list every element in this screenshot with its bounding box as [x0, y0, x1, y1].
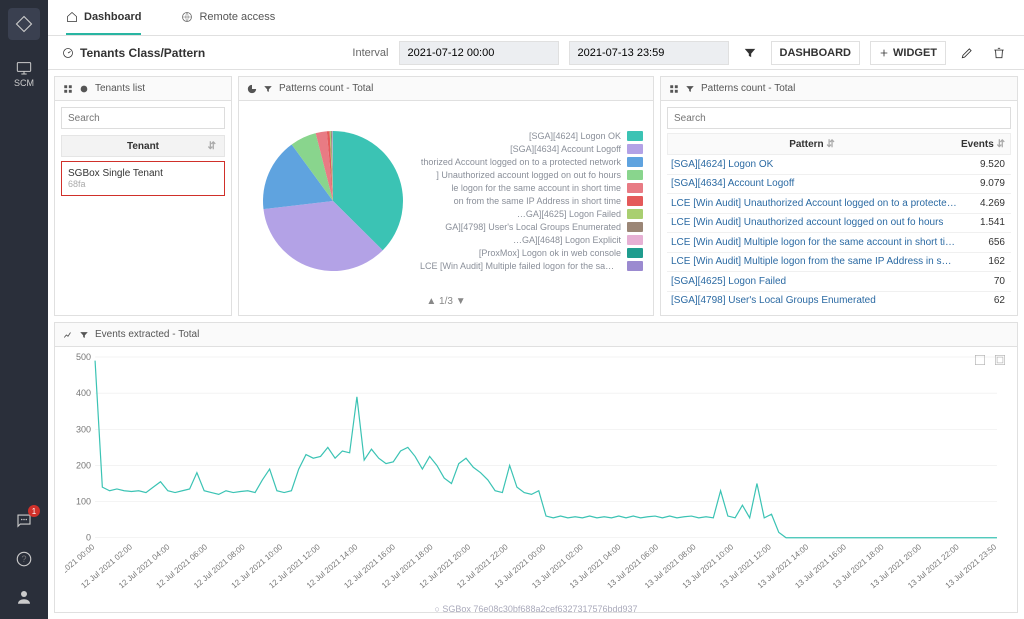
patterns-search-input[interactable] [667, 107, 1011, 129]
chat-icon[interactable]: 1 [10, 507, 38, 535]
legend-item[interactable]: ] Unauthorized account logged on out fo … [420, 170, 643, 180]
page-title: Tenants Class/Pattern [62, 46, 205, 60]
svg-text:?: ? [21, 554, 26, 564]
pie-panel: Patterns count - Total [SGA][4624] Logon… [238, 76, 654, 316]
tenants-search-input[interactable] [61, 107, 225, 129]
legend-item[interactable]: …GA][4648] Logon Explicit [420, 235, 643, 245]
tenants-panel: Tenants list Tenant ⇵ SGBox Single Tenan… [54, 76, 232, 316]
legend-item[interactable]: le logon for the same account in short t… [420, 183, 643, 193]
help-icon[interactable]: ? [10, 545, 38, 573]
notification-badge: 1 [28, 505, 40, 517]
legend-item[interactable]: thorized Account logged on to a protecte… [420, 157, 643, 167]
gauge-icon [62, 47, 74, 59]
table-row[interactable]: LCE [Win Audit] Unauthorized account log… [667, 214, 1011, 234]
pie-chart [245, 107, 420, 294]
tab-remote-label: Remote access [199, 11, 275, 23]
tool1-icon[interactable] [973, 353, 987, 367]
pie-legend: [SGA][4624] Logon OK [SGA][4634] Account … [420, 107, 647, 294]
filter-icon [685, 84, 695, 94]
col-events[interactable]: Events ⇵ [956, 139, 1010, 150]
sort-icon: ⇵ [208, 141, 216, 152]
filter-icon [263, 84, 273, 94]
app-logo [8, 8, 40, 40]
tenants-title: Tenants list [95, 83, 145, 94]
pie-title: Patterns count - Total [279, 83, 373, 94]
svg-text:500: 500 [76, 352, 91, 362]
table-row[interactable]: [SGA][4624] Logon OK9.520 [667, 155, 1011, 175]
col-pattern[interactable]: Pattern ⇵ [668, 139, 956, 150]
table-row[interactable]: [SGA][4798] User's Local Groups Enumerat… [667, 292, 1011, 310]
line-title: Events extracted - Total [95, 329, 199, 340]
interval-label: Interval [352, 47, 388, 59]
home-icon [66, 11, 78, 23]
table-panel: Patterns count - Total Pattern ⇵ Events … [660, 76, 1018, 316]
pie-pager[interactable]: ▲ 1/3 ▼ [245, 294, 647, 309]
legend-item[interactable]: GA][4798] User's Local Groups Enumerated [420, 222, 643, 232]
tenant-row[interactable]: SGBox Single Tenant 68fa [61, 161, 225, 196]
grid-icon [669, 84, 679, 94]
line-chart: 0100200300400500ul 2021 00:0012 Jul 2021… [65, 347, 1007, 608]
plus-icon [879, 48, 889, 58]
svg-text:0: 0 [86, 533, 91, 543]
legend-item[interactable]: [SGA][4624] Logon OK [420, 131, 643, 141]
filter-icon [79, 330, 89, 340]
user-icon[interactable] [10, 583, 38, 611]
table-row[interactable]: LCE [Win Audit] Multiple logon for the s… [667, 233, 1011, 253]
svg-text:400: 400 [76, 388, 91, 398]
legend-item[interactable]: [SGA][4634] Account Logoff [420, 144, 643, 154]
table-header: Pattern ⇵ Events ⇵ [667, 133, 1011, 155]
edit-icon[interactable] [956, 42, 978, 64]
line-panel: Events extracted - Total 0 100 200 300 400 50… [54, 322, 1018, 613]
dashboard-button[interactable]: DASHBOARD [771, 41, 861, 65]
legend-item[interactable]: [ProxMox] Logon ok in web console [420, 248, 643, 258]
filter-icon[interactable] [739, 42, 761, 64]
monitor-icon [16, 60, 32, 76]
tab-remote[interactable]: Remote access [181, 0, 275, 35]
legend-item[interactable]: on from the same IP Address in short tim… [420, 196, 643, 206]
trash-icon[interactable] [988, 42, 1010, 64]
circle-icon [79, 84, 89, 94]
svg-text:100: 100 [76, 497, 91, 507]
interval-to-input[interactable] [569, 41, 729, 65]
pie-icon [247, 84, 257, 94]
table-row[interactable]: LCE [Win Audit] Unauthorized Account log… [667, 194, 1011, 214]
table-title: Patterns count - Total [701, 83, 795, 94]
sidebar-item-scm[interactable]: SCM [0, 54, 48, 94]
globe-icon [181, 11, 193, 23]
legend-item[interactable]: LCE [Win Audit] Multiple failed logon fo… [420, 261, 643, 271]
grid-icon [63, 84, 73, 94]
svg-text:200: 200 [76, 460, 91, 470]
tenants-column-header[interactable]: Tenant ⇵ [61, 135, 225, 157]
tab-dashboard-label: Dashboard [84, 11, 141, 23]
legend-item[interactable]: …GA][4625] Logon Failed [420, 209, 643, 219]
toolbar: Tenants Class/Pattern Interval DASHBOARD… [48, 36, 1024, 70]
line-icon [63, 330, 73, 340]
interval-from-input[interactable] [399, 41, 559, 65]
tool2-icon[interactable] [993, 353, 1007, 367]
table-row[interactable]: [SGA][4634] Account Logoff9.079 [667, 175, 1011, 195]
tab-dashboard[interactable]: Dashboard [66, 0, 141, 35]
left-sidebar: SCM 1 ? [0, 0, 48, 619]
line-series-label: ○ SGBox 76e08c30bf688a2cef6327317576bdd9… [55, 604, 1017, 612]
add-widget-button[interactable]: WIDGET [870, 41, 946, 65]
sidebar-item-label: SCM [14, 78, 34, 88]
table-row[interactable]: LCE [Win Audit] Multiple logon from the … [667, 253, 1011, 273]
svg-text:300: 300 [76, 424, 91, 434]
table-row[interactable]: [SGA][4625] Logon Failed70 [667, 272, 1011, 292]
top-tabs: Dashboard Remote access [48, 0, 1024, 36]
